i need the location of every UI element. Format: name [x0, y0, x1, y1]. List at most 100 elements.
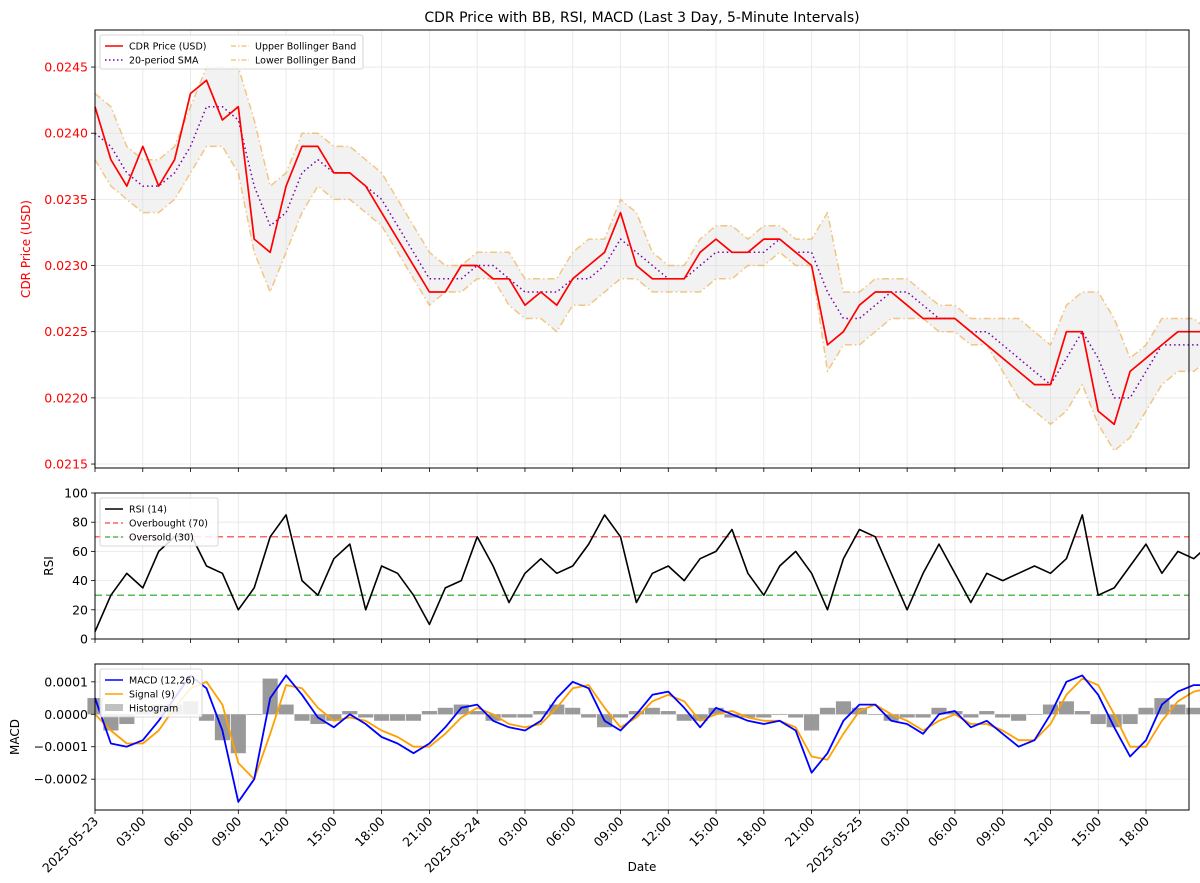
macd-panel: −0.0002 −0.0001 0.0000 0.0001 MACD MACD (12…	[8, 663, 1200, 814]
macd-ytick-label: −0.0002	[34, 772, 88, 787]
histogram-bar	[1026, 714, 1043, 715]
histogram-bar	[931, 707, 947, 715]
x-tick-label: 15:00	[1068, 813, 1104, 849]
macd-axes-frame	[94, 663, 1190, 811]
x-axis-label: Date	[628, 860, 657, 874]
price-axes-frame	[94, 29, 1190, 469]
x-tick-label: 21:00	[399, 813, 435, 849]
histogram-bar	[1186, 707, 1200, 715]
histogram-bar	[724, 714, 740, 718]
price-legend-box	[99, 34, 364, 70]
histogram-bar	[310, 714, 326, 725]
histogram-bar	[788, 714, 804, 718]
histogram-bar	[612, 714, 629, 718]
histogram-bar	[772, 714, 788, 715]
x-tick-label: 2025-05-23	[39, 814, 101, 876]
histogram-bar	[963, 714, 979, 718]
histogram-bar	[740, 714, 756, 718]
histogram-bar	[1058, 701, 1074, 715]
rsi-series-line	[94, 514, 1200, 633]
macd-legend: MACD (12,26) Signal (9) Histogram	[99, 668, 203, 718]
histogram-bar	[1170, 704, 1186, 715]
x-tick-label: 03:00	[877, 813, 913, 849]
histogram-bar	[819, 707, 836, 715]
histogram-bar	[358, 714, 374, 718]
macd-legend-swatch	[105, 704, 123, 711]
price-ytick-label: 0.0220	[44, 390, 88, 405]
histogram-bar	[342, 711, 358, 715]
price-legend-label: Upper Bollinger Band	[255, 42, 356, 53]
histogram-bar	[692, 714, 708, 721]
macd-legend-label: MACD (12,26)	[129, 676, 195, 687]
price-ytick-label: 0.0225	[44, 324, 88, 339]
macd-ytick-label: 0.0001	[44, 674, 88, 689]
rsi-legend-label: Overbought (70)	[129, 519, 208, 530]
macd-y-label: MACD	[8, 719, 22, 755]
rsi-legend: RSI (14) Overbought (70) Oversold (30)	[99, 497, 219, 547]
histogram-bar	[995, 714, 1011, 718]
rsi-axes-frame	[94, 492, 1190, 640]
price-ytick-label: 0.0235	[44, 192, 88, 207]
macd-series-line	[94, 674, 1200, 803]
histogram-bar	[628, 711, 644, 715]
x-tick-label: 15:00	[686, 813, 722, 849]
histogram-bar	[899, 714, 915, 718]
histogram-bar	[246, 714, 262, 715]
histogram-bar	[581, 714, 597, 718]
macd-plot-area	[95, 664, 1189, 810]
histogram-bar	[533, 711, 549, 715]
price-legend-label: 20-period SMA	[129, 56, 199, 67]
rsi-panel: 0 20 40 60 80 100 RSI RSI (14) Overbought (70)…	[42, 486, 1200, 647]
histogram-bar	[262, 678, 278, 715]
histogram-bar	[835, 701, 852, 715]
histogram-bar	[230, 714, 246, 754]
x-tick-label: 03:00	[495, 813, 531, 849]
x-tick-label: 18:00	[352, 813, 388, 849]
rsi-legend-label: RSI (14)	[129, 505, 167, 516]
price-y-ticks: 0.0215 0.0220 0.0225 0.0230 0.0235 0.0240 0.02…	[44, 60, 95, 472]
histogram-bar	[644, 707, 660, 715]
rsi-legend-label: Oversold (30)	[129, 533, 194, 544]
x-tick-label: 18:00	[1116, 813, 1152, 849]
price-legend: CDR Price (USD) 20-period SMA Upper Bollin…	[99, 34, 364, 70]
macd-y-ticks: −0.0002 −0.0001 0.0000 0.0001	[34, 674, 95, 787]
histogram-bar	[1090, 714, 1106, 725]
x-tick-label: 15:00	[304, 813, 340, 849]
x-tick-label: 09:00	[973, 813, 1009, 849]
x-tick-label: 09:00	[208, 813, 244, 849]
rsi-ytick-label: 40	[72, 573, 88, 588]
histogram-bar	[883, 714, 899, 721]
x-tick-label: 06:00	[925, 813, 961, 849]
price-legend-label: CDR Price (USD)	[129, 42, 206, 53]
rsi-y-ticks: 0 20 40 60 80 100	[64, 486, 95, 647]
histogram-bar	[517, 714, 533, 718]
histogram-bar	[198, 714, 215, 721]
macd-legend-label: Histogram	[129, 704, 178, 715]
x-tick-label: 06:00	[543, 813, 579, 849]
histogram-bar	[501, 714, 517, 718]
macd-ytick-label: 0.0000	[44, 707, 88, 722]
histogram-bar	[374, 714, 390, 721]
price-ytick-label: 0.0230	[44, 258, 88, 273]
histogram-bar	[119, 714, 135, 725]
histogram-bar	[437, 707, 453, 715]
price-ytick-label: 0.0215	[44, 457, 88, 472]
histogram-bar	[549, 704, 565, 715]
histogram-bar	[485, 714, 501, 721]
bollinger-band-fill	[95, 67, 1200, 451]
histogram-bar	[867, 714, 883, 715]
x-tick-label: 18:00	[734, 813, 770, 849]
price-panel: 0.0215 0.0220 0.0225 0.0230 0.0235 0.0240 0.02…	[19, 29, 1200, 472]
rsi-legend-box	[99, 497, 219, 547]
macd-legend-label: Signal (9)	[129, 690, 175, 701]
x-tick-label: 06:00	[161, 813, 197, 849]
histogram-bar	[278, 704, 294, 715]
histogram-bar	[1042, 704, 1059, 715]
price-y-label: CDR Price (USD)	[19, 200, 33, 298]
rsi-plot-area	[95, 493, 1189, 639]
histogram-bar	[326, 714, 342, 721]
price-ytick-label: 0.0240	[44, 126, 88, 141]
x-tick-label: 09:00	[591, 813, 627, 849]
x-tick-label: 12:00	[256, 813, 292, 849]
